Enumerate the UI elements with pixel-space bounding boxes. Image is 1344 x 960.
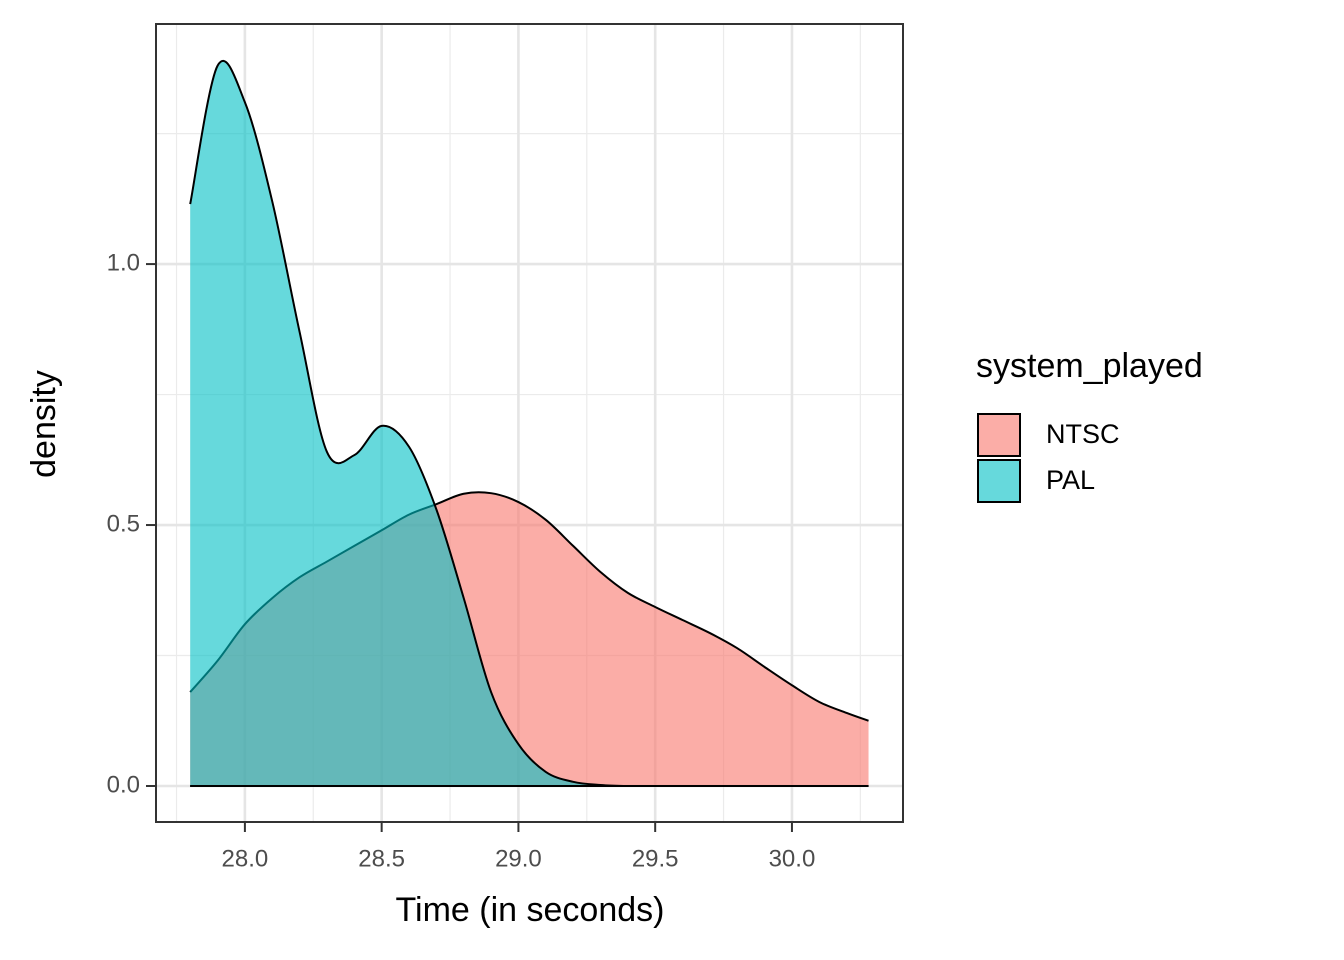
legend-title: system_played [976, 347, 1203, 385]
x-tick-label: 28.5 [358, 845, 405, 872]
x-tick-label: 29.0 [495, 845, 542, 872]
y-axis-title: density [25, 370, 63, 478]
x-tick-label: 29.5 [632, 845, 679, 872]
x-tick-label: 28.0 [222, 845, 269, 872]
x-tick-label: 30.0 [769, 845, 816, 872]
x-axis-title: Time (in seconds) [396, 891, 665, 929]
legend-label: PAL [1046, 465, 1095, 495]
legend-key [977, 413, 1021, 457]
y-tick-label: 0.0 [107, 771, 140, 798]
y-tick-label: 1.0 [107, 249, 140, 276]
legend-label: NTSC [1046, 419, 1120, 449]
plot-border [155, 23, 904, 823]
density-area [190, 60, 869, 787]
legend-key [977, 459, 1021, 503]
y-tick-label: 0.5 [107, 510, 140, 537]
